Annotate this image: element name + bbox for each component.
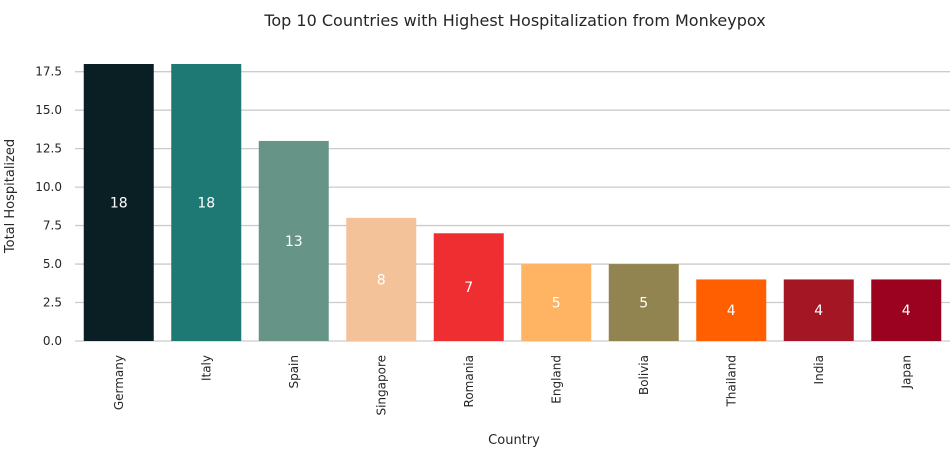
x-axis-ticks: Germany Italy Spain Singapore Romania England… [112, 355, 914, 416]
chart-title: Top 10 Countries with Highest Hospitaliz… [263, 11, 765, 30]
bar-spain [258, 140, 329, 341]
y-tick-label: 7.5 [43, 219, 62, 233]
y-tick-label: 17.5 [35, 65, 62, 79]
x-tick-label: England [549, 355, 563, 404]
x-tick-label: Singapore [374, 355, 388, 416]
x-tick-label: Italy [199, 355, 213, 381]
y-tick-label: 0.0 [43, 334, 62, 348]
y-tick-label: 12.5 [35, 142, 62, 156]
bar-value-label: 4 [727, 303, 736, 319]
bar-value-label: 5 [552, 296, 561, 312]
x-tick-label: Japan [899, 355, 913, 389]
bars: 18 18 13 8 7 5 5 4 4 4 [83, 64, 942, 341]
bar-bolivia [608, 264, 679, 341]
bar-value-label: 13 [285, 234, 303, 250]
bar-singapore [346, 217, 417, 341]
x-tick-label: Germany [112, 355, 126, 410]
y-tick-label: 10.0 [35, 180, 62, 194]
y-tick-label: 2.5 [43, 296, 62, 310]
y-tick-label: 15.0 [35, 103, 62, 117]
x-tick-label: Thailand [724, 355, 738, 408]
bar-value-label: 18 [110, 196, 128, 212]
bar-value-label: 7 [464, 280, 473, 296]
bar-value-label: 4 [902, 303, 911, 319]
bar-value-label: 18 [197, 196, 215, 212]
bar-england [521, 264, 592, 341]
x-tick-label: Bolivia [637, 355, 651, 395]
y-axis-label: Total Hospitalized [3, 139, 18, 254]
x-tick-label: Spain [287, 355, 301, 389]
bar-value-label: 8 [377, 272, 386, 288]
y-axis-ticks: 0.0 2.5 5.0 7.5 10.0 12.5 15.0 17.5 [35, 65, 62, 348]
y-tick-label: 5.0 [43, 257, 62, 271]
bar-india [783, 279, 854, 341]
x-tick-label: Romania [462, 355, 476, 407]
bar-thailand [696, 279, 767, 341]
bar-value-label: 4 [814, 303, 823, 319]
bar-italy [171, 64, 242, 341]
bar-value-label: 5 [639, 296, 648, 312]
bar-romania [433, 233, 504, 341]
x-tick-label: India [812, 355, 826, 384]
x-axis-label: Country [488, 433, 540, 448]
bar-japan [871, 279, 942, 341]
bar-germany [83, 64, 154, 341]
